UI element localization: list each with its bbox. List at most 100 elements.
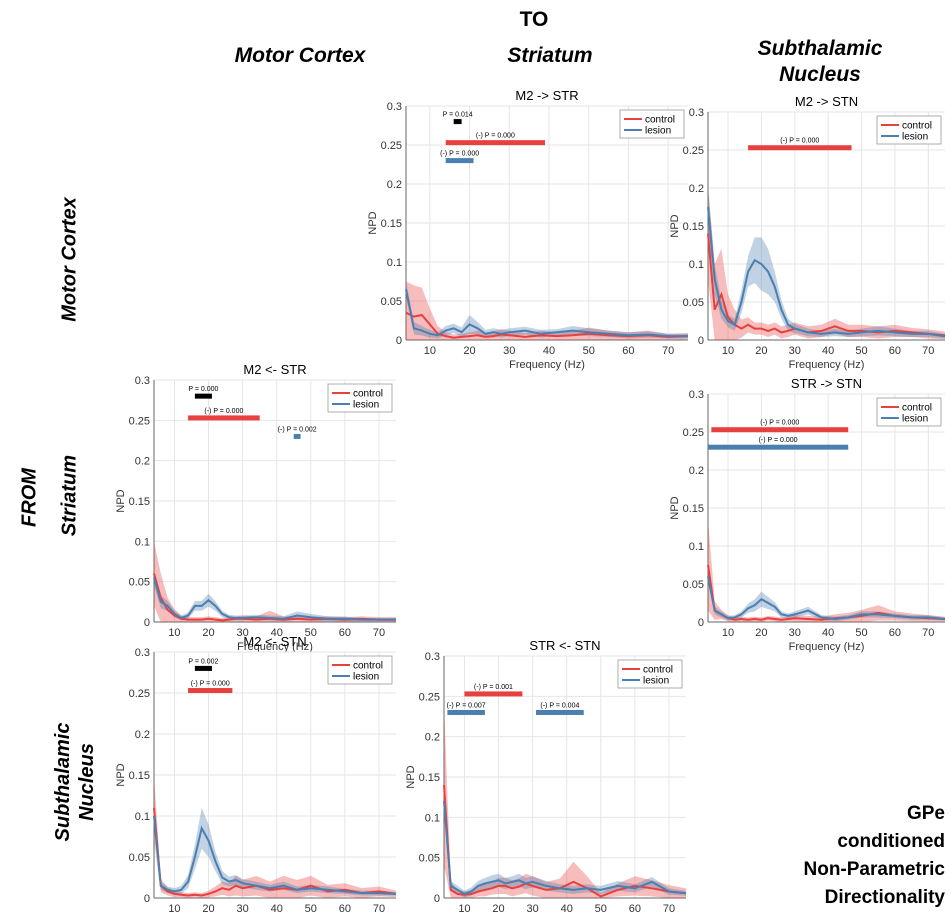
legend-label-control: control	[902, 403, 932, 414]
series-line-lesion	[153, 815, 397, 895]
series-line-lesion	[707, 206, 946, 338]
significance-label: (-) P = 0.000	[760, 420, 799, 427]
significance-label: P = 0.000	[188, 386, 218, 393]
y-tick-label: 0.3	[135, 375, 150, 387]
significance-label: (-) P = 0.007	[447, 702, 486, 709]
significance-label: P = 0.002	[188, 658, 218, 665]
row-header-striatum: Striatum	[58, 454, 81, 537]
caption-line3: Non-Parametric	[803, 859, 946, 880]
x-tick-label: 50	[305, 627, 317, 639]
y-tick-label: 0.15	[129, 770, 150, 782]
row-header-stn-line1: Subthalamic	[52, 722, 74, 842]
legend-box	[876, 397, 942, 427]
y-tick-label: 0.05	[129, 852, 150, 864]
caption-line4: Directionality	[824, 887, 945, 908]
significance-bar	[447, 709, 485, 715]
confidence-band-control	[708, 519, 945, 622]
caption-line1: GPe	[906, 803, 945, 824]
legend-label-control: control	[902, 121, 932, 132]
y-tick-label: 0.1	[425, 812, 440, 824]
x-tick-label: 10	[168, 627, 180, 639]
series-line-control	[405, 311, 689, 339]
y-tick-label: 0.2	[689, 465, 704, 477]
confidence-band-control	[444, 704, 686, 898]
y-tick-label: 0.05	[381, 296, 402, 308]
y-tick-label: 0.3	[425, 651, 440, 663]
significance-bar	[445, 158, 474, 164]
chart-title: M2 -> STN	[795, 94, 858, 109]
chart-m2-to-stn: M2 -> STN 10 20 30 40 50 60 70 0 0.05 0.1 0.15 0.2 0.…	[669, 94, 946, 371]
x-tick-label: 60	[889, 345, 901, 357]
significance-label: (-) P = 0.004	[540, 702, 579, 709]
y-tick-label: 0	[698, 335, 704, 347]
significance-label: (-) P = 0.000	[759, 437, 798, 444]
y-tick-label: 0.05	[683, 297, 704, 309]
y-tick-label: 0	[434, 893, 440, 905]
y-axis-label: NPD	[669, 214, 681, 237]
y-axis-label: NPD	[669, 496, 681, 519]
y-tick-label: 0	[698, 617, 704, 629]
significance-label: (-) P = 0.000	[191, 681, 230, 688]
row-header-subthalamic-nucleus: Subthalamic Nucleus	[51, 707, 99, 857]
chart-m2-to-str: M2 -> STR 10 20 30 40 50 60 70 0 0.05 0.1 0.15 0.2 0.…	[367, 88, 689, 371]
y-tick-label: 0.2	[689, 183, 704, 195]
x-tick-label: 10	[424, 345, 436, 357]
y-tick-label: 0	[396, 335, 402, 347]
significance-bar	[464, 691, 523, 697]
x-tick-label: 30	[789, 627, 801, 639]
confidence-band-lesion	[406, 281, 688, 339]
x-tick-label: 20	[202, 627, 214, 639]
y-axis-label: NPD	[115, 489, 127, 512]
series-line-lesion	[153, 577, 396, 621]
significance-bar	[453, 119, 462, 125]
x-tick-label: 60	[339, 627, 351, 639]
x-tick-label: 30	[503, 345, 515, 357]
figure-caption: GPe conditioned Non-Parametric Direction…	[804, 800, 946, 912]
x-tick-label: 10	[722, 345, 734, 357]
y-tick-label: 0.3	[689, 107, 704, 119]
significance-label: (-) P = 0.000	[440, 151, 479, 158]
y-tick-label: 0.15	[381, 218, 402, 230]
x-axis-label: Frequency (Hz)	[789, 641, 865, 653]
row-header-stn-line2: Nucleus	[76, 743, 98, 821]
y-tick-label: 0	[144, 893, 150, 905]
significance-label: (-) P = 0.000	[204, 408, 243, 415]
series-line-control	[707, 564, 946, 621]
legend-label-lesion: lesion	[902, 132, 928, 143]
legend-label-lesion: lesion	[902, 414, 928, 425]
significance-label: P = 0.014	[443, 112, 473, 119]
confidence-band-control	[708, 188, 945, 340]
y-tick-label: 0.15	[419, 772, 440, 784]
x-tick-label: 40	[271, 627, 283, 639]
y-tick-label: 0.05	[419, 853, 440, 865]
significance-bar	[536, 709, 584, 715]
y-tick-label: 0.25	[683, 145, 704, 157]
legend-label-control: control	[643, 665, 673, 676]
x-tick-label: 50	[583, 345, 595, 357]
significance-bar	[711, 427, 849, 433]
x-tick-label: 60	[629, 903, 641, 915]
x-tick-label: 40	[561, 903, 573, 915]
series-line-lesion	[707, 576, 946, 621]
x-tick-label: 50	[595, 903, 607, 915]
x-tick-label: 50	[855, 345, 867, 357]
x-tick-label: 60	[622, 345, 634, 357]
chart-str-to-stn: STR -> STN 10 20 30 40 50 60 70 0 0.05 0.1 0.15 0.2 0…	[669, 376, 946, 653]
caption-line2: conditioned	[837, 831, 945, 852]
confidence-band-lesion	[708, 184, 945, 339]
x-tick-label: 70	[922, 627, 934, 639]
x-axis-label: Frequency (Hz)	[509, 359, 585, 371]
x-tick-label: 70	[662, 345, 674, 357]
x-tick-label: 20	[755, 345, 767, 357]
legend-box	[327, 383, 393, 413]
x-tick-label: 70	[373, 627, 385, 639]
legend-label-lesion: lesion	[645, 126, 671, 137]
y-tick-label: 0.05	[683, 579, 704, 591]
y-axis-label: NPD	[115, 763, 127, 786]
y-tick-label: 0.1	[135, 811, 150, 823]
x-tick-label: 60	[889, 627, 901, 639]
x-tick-label: 40	[271, 903, 283, 915]
y-tick-label: 0.1	[387, 257, 402, 269]
chart-str-from-stn: STR <- STN 10 20 30 40 50 60 70 0 0.05 0.1 0.15 0.2 0…	[405, 638, 687, 915]
row-header-motor-cortex: Motor Cortex	[58, 197, 81, 322]
